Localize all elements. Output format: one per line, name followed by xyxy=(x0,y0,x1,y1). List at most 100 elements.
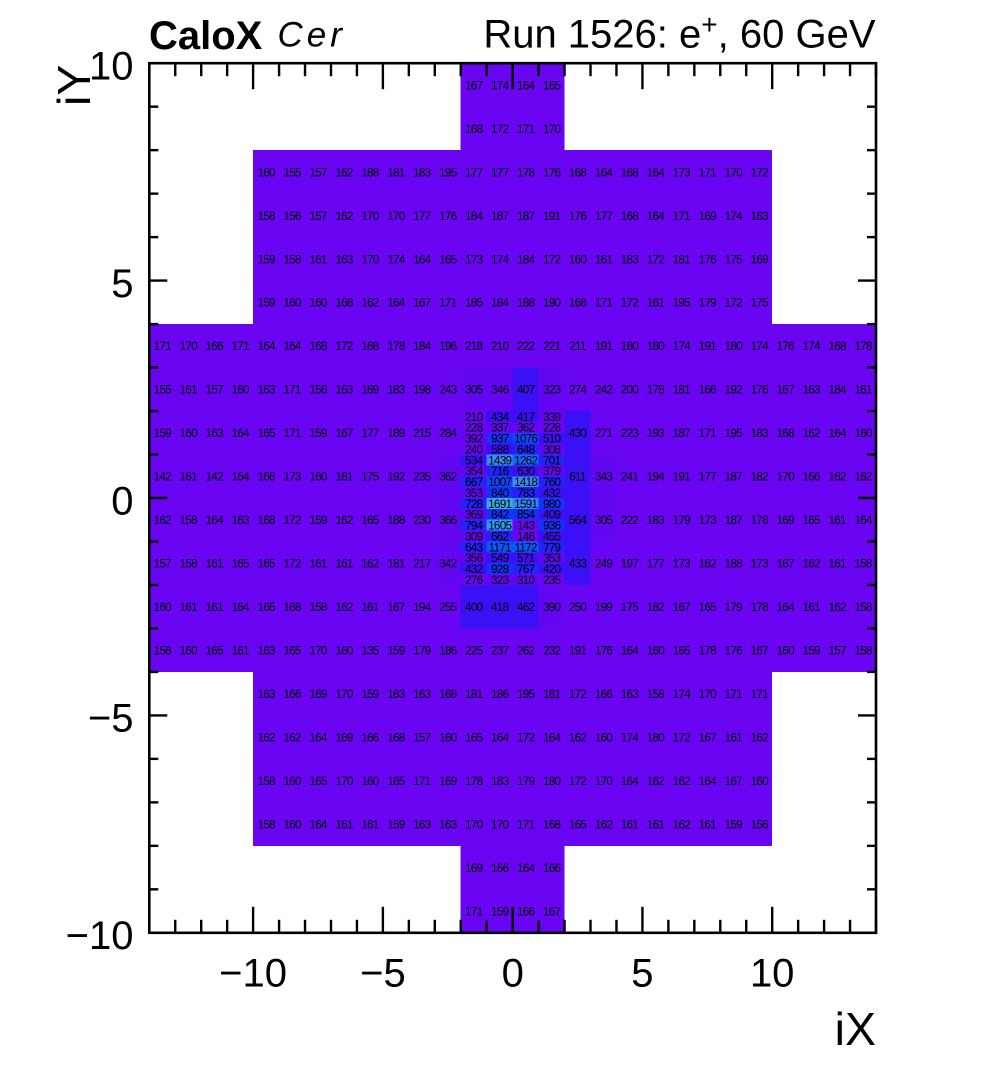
svg-text:217: 217 xyxy=(413,557,431,571)
svg-text:166: 166 xyxy=(517,905,536,919)
svg-text:171: 171 xyxy=(439,296,457,310)
svg-text:163: 163 xyxy=(413,818,432,832)
svg-text:179: 179 xyxy=(673,513,691,527)
svg-text:165: 165 xyxy=(699,600,718,614)
svg-text:455: 455 xyxy=(543,529,562,543)
svg-text:174: 174 xyxy=(491,78,510,92)
svg-text:210: 210 xyxy=(491,339,510,353)
svg-text:305: 305 xyxy=(595,513,614,527)
svg-text:170: 170 xyxy=(725,165,744,179)
svg-text:−10: −10 xyxy=(219,952,287,996)
svg-text:198: 198 xyxy=(413,383,432,397)
svg-text:168: 168 xyxy=(361,339,380,353)
svg-text:181: 181 xyxy=(465,687,483,701)
svg-text:−5: −5 xyxy=(360,952,406,996)
svg-text:179: 179 xyxy=(413,644,431,658)
svg-text:168: 168 xyxy=(439,687,458,701)
svg-text:164: 164 xyxy=(647,165,666,179)
svg-text:172: 172 xyxy=(491,122,509,136)
svg-text:172: 172 xyxy=(283,513,301,527)
svg-text:164: 164 xyxy=(543,731,562,745)
svg-text:178: 178 xyxy=(699,644,718,658)
svg-text:170: 170 xyxy=(361,252,380,266)
svg-text:177: 177 xyxy=(699,470,717,484)
svg-text:164: 164 xyxy=(309,818,328,832)
svg-text:180: 180 xyxy=(725,339,744,353)
svg-text:158: 158 xyxy=(180,513,199,527)
svg-text:161: 161 xyxy=(725,731,743,745)
svg-text:172: 172 xyxy=(647,252,665,266)
svg-text:243: 243 xyxy=(439,383,458,397)
svg-text:166: 166 xyxy=(543,861,562,875)
svg-text:194: 194 xyxy=(413,600,432,614)
svg-text:188: 188 xyxy=(725,557,744,571)
svg-text:157: 157 xyxy=(154,557,172,571)
svg-text:159: 159 xyxy=(802,644,820,658)
svg-text:165: 165 xyxy=(283,644,302,658)
svg-text:611: 611 xyxy=(569,470,586,484)
svg-text:162: 162 xyxy=(854,470,872,484)
svg-text:172: 172 xyxy=(335,339,353,353)
svg-text:222: 222 xyxy=(621,513,639,527)
svg-text:188: 188 xyxy=(361,165,380,179)
svg-text:433: 433 xyxy=(569,557,588,571)
svg-text:179: 179 xyxy=(517,774,535,788)
svg-text:181: 181 xyxy=(673,383,691,397)
svg-text:167: 167 xyxy=(413,296,431,310)
svg-text:169: 169 xyxy=(309,687,327,701)
svg-text:165: 165 xyxy=(802,513,821,527)
svg-text:Cer: Cer xyxy=(278,16,346,55)
svg-text:794: 794 xyxy=(465,519,484,533)
svg-text:169: 169 xyxy=(751,252,769,266)
svg-text:159: 159 xyxy=(309,426,327,440)
svg-text:160: 160 xyxy=(335,644,354,658)
svg-text:169: 169 xyxy=(699,209,717,223)
svg-text:167: 167 xyxy=(673,600,691,614)
svg-text:167: 167 xyxy=(699,731,717,745)
svg-text:181: 181 xyxy=(387,557,405,571)
svg-text:161: 161 xyxy=(206,557,224,571)
svg-text:242: 242 xyxy=(595,383,613,397)
svg-text:160: 160 xyxy=(751,774,770,788)
svg-text:235: 235 xyxy=(413,470,432,484)
svg-text:180: 180 xyxy=(621,339,640,353)
svg-text:168: 168 xyxy=(621,165,640,179)
svg-text:163: 163 xyxy=(802,383,821,397)
svg-text:175: 175 xyxy=(725,252,744,266)
svg-text:iX: iX xyxy=(835,1003,876,1055)
svg-text:170: 170 xyxy=(777,470,796,484)
svg-text:162: 162 xyxy=(828,470,846,484)
svg-text:160: 160 xyxy=(777,644,796,658)
svg-text:157: 157 xyxy=(309,209,327,223)
svg-text:171: 171 xyxy=(699,165,717,179)
svg-text:171: 171 xyxy=(283,426,301,440)
svg-text:163: 163 xyxy=(257,687,276,701)
svg-text:390: 390 xyxy=(543,600,562,614)
svg-text:184: 184 xyxy=(465,209,484,223)
svg-text:169: 169 xyxy=(361,383,379,397)
svg-text:164: 164 xyxy=(621,644,640,658)
svg-text:146: 146 xyxy=(517,529,536,543)
svg-text:432: 432 xyxy=(465,562,483,576)
svg-text:166: 166 xyxy=(283,687,302,701)
svg-text:409: 409 xyxy=(543,508,561,522)
svg-text:179: 179 xyxy=(725,600,743,614)
svg-text:170: 170 xyxy=(335,687,354,701)
svg-text:159: 159 xyxy=(361,687,379,701)
svg-text:159: 159 xyxy=(387,818,405,832)
svg-text:284: 284 xyxy=(439,426,458,440)
svg-text:174: 174 xyxy=(673,339,692,353)
svg-text:161: 161 xyxy=(206,600,224,614)
svg-text:165: 165 xyxy=(465,731,484,745)
svg-text:178: 178 xyxy=(647,383,666,397)
svg-text:158: 158 xyxy=(309,600,328,614)
svg-text:179: 179 xyxy=(699,296,717,310)
svg-text:172: 172 xyxy=(543,252,561,266)
svg-text:10: 10 xyxy=(750,952,795,996)
svg-text:160: 160 xyxy=(283,296,302,310)
svg-text:170: 170 xyxy=(595,774,614,788)
svg-text:165: 165 xyxy=(257,426,276,440)
svg-text:171: 171 xyxy=(154,339,172,353)
svg-text:432: 432 xyxy=(543,486,561,500)
svg-text:854: 854 xyxy=(517,508,536,522)
